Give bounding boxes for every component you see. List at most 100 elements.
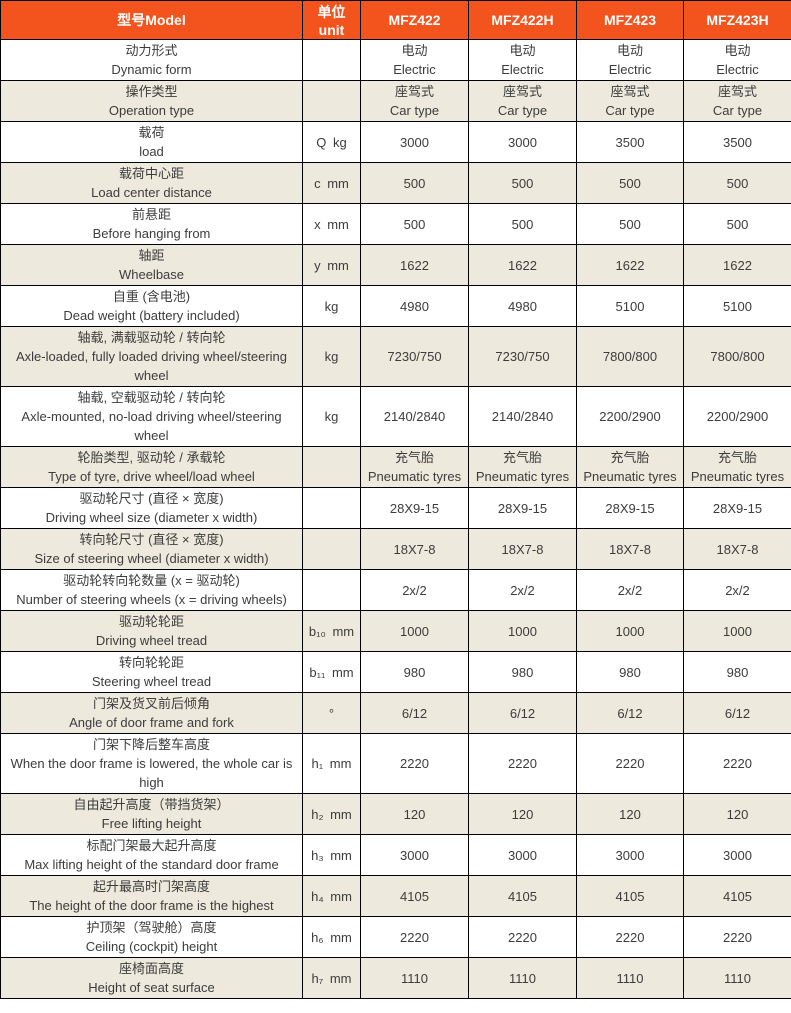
row-label-cell: 前悬距 Before hanging from [0,203,303,245]
value-cell: 座驾式 Car type [468,80,577,122]
row-label-en: Operation type [108,103,195,118]
unit-cell: Q kg [302,121,361,163]
value-cell: 2220 [360,733,469,794]
table-row: 自由起升高度（带挡货架） Free lifting height h₂ mm 120 1… [0,793,791,835]
table-row: 载荷 load Q kg 3000 3000 3500 3500 [0,121,791,163]
value-cell: 28X9-15 [683,487,791,529]
col-header-mfz422: MFZ422 [360,0,469,40]
row-label-cell: 轴距 Wheelbase [0,244,303,286]
table-row: 前悬距 Before hanging from x mm 500 500 500 500 [0,203,791,245]
value-cell: 电动 Electric [683,39,791,81]
value-cell: 3000 [576,834,684,876]
row-label-cn: 标配门架最大起升高度 [86,838,217,853]
row-label-cell: 驱动轮尺寸 (直径 × 宽度) Driving wheel size (diame… [0,487,303,529]
value-cell: 18X7-8 [576,528,684,570]
row-label-en: Axle-mounted, no-load driving wheel/stee… [21,409,282,443]
table-row: 轴载, 满载驱动轮 / 转向轮 Axle-loaded, fully loaded… [0,326,791,387]
value-cell: 3500 [683,121,791,163]
unit-cell: h₆ mm [302,916,361,958]
value-cell: 1110 [360,957,469,999]
value-cell: 120 [360,793,469,835]
row-label-cn: 载荷 [138,125,165,140]
row-label-cell: 载荷 load [0,121,303,163]
value-cell: 7800/800 [683,326,791,387]
table-row: 轴载, 空载驱动轮 / 转向轮 Axle-mounted, no-load dri… [0,386,791,447]
value-cell: 2220 [576,916,684,958]
value-cell: 500 [576,162,684,204]
value-cell: 2200/2900 [576,386,684,447]
col-header-unit: 单位unit [302,0,361,40]
value-cell: 980 [576,651,684,693]
row-label-en: Number of steering wheels (x = driving w… [16,592,287,607]
row-label-en: Driving wheel size (diameter x width) [45,510,258,525]
value-cell: 6/12 [576,692,684,734]
value-cell: 2220 [683,733,791,794]
value-cell: 4105 [683,875,791,917]
value-cell: 1622 [360,244,469,286]
value-cell: 7800/800 [576,326,684,387]
row-label-en: Steering wheel tread [91,674,212,689]
row-label-en: Free lifting height [101,816,202,831]
value-cell: 6/12 [360,692,469,734]
row-label-cn: 操作类型 [125,84,178,99]
value-cell: 6/12 [683,692,791,734]
unit-cell: c mm [302,162,361,204]
value-cell: 1000 [683,610,791,652]
value-cell: 1622 [576,244,684,286]
unit-cell: h₂ mm [302,793,361,835]
table-row: 自重 (含电池) Dead weight (battery included) kg… [0,285,791,327]
value-cell: 500 [683,162,791,204]
col-header-mfz423: MFZ423 [576,0,684,40]
value-cell: 500 [360,203,469,245]
value-cell: 980 [468,651,577,693]
value-cell: 座驾式 Car type [360,80,469,122]
row-label-cell: 转向轮尺寸 (直径 × 宽度) Size of steering wheel (d… [0,528,303,570]
value-cell: 4980 [360,285,469,327]
value-cell: 1622 [468,244,577,286]
value-cell: 7230/750 [468,326,577,387]
col-header-mfz422h: MFZ422H [468,0,577,40]
row-label-cell: 座椅面高度 Height of seat surface [0,957,303,999]
spec-table-body: 动力形式 Dynamic form 电动 Electric 电动 Electric 电动… [0,39,791,999]
value-cell: 120 [576,793,684,835]
value-cell: 28X9-15 [360,487,469,529]
row-label-cn: 门架下降后整车高度 [92,737,210,752]
value-cell: 500 [576,203,684,245]
value-cell: 28X9-15 [576,487,684,529]
value-cell: 500 [683,203,791,245]
row-label-en: Size of steering wheel (diameter x width… [34,551,269,566]
value-cell: 2x/2 [468,569,577,611]
table-row: 起升最高时门架高度 The height of the door frame is… [0,875,791,917]
value-cell: 120 [683,793,791,835]
row-label-en: Max lifting height of the standard door … [24,857,279,872]
row-label-cn: 前悬距 [131,207,171,222]
table-row: 驱动轮轮距 Driving wheel tread b₁₀ mm 1000 1000 10… [0,610,791,652]
unit-cell: h₃ mm [302,834,361,876]
row-label-cell: 轮胎类型, 驱动轮 / 承载轮 Type of tyre, drive wheel… [0,446,303,488]
row-label-cn: 轴距 [138,248,165,263]
row-label-cn: 驱动轮尺寸 (直径 × 宽度) [79,491,224,506]
value-cell: 座驾式 Car type [576,80,684,122]
row-label-cn: 驱动轮转向轮数量 (x = 驱动轮) [63,573,240,588]
row-label-en: Driving wheel tread [95,633,208,648]
table-row: 标配门架最大起升高度 Max lifting height of the stan… [0,834,791,876]
value-cell: 2220 [468,733,577,794]
row-label-cell: 驱动轮轮距 Driving wheel tread [0,610,303,652]
value-cell: 1622 [683,244,791,286]
value-cell: 5100 [683,285,791,327]
unit-cell [302,80,361,122]
unit-cell: h₄ mm [302,875,361,917]
row-label-en: Dynamic form [111,62,192,77]
table-row: 轮胎类型, 驱动轮 / 承载轮 Type of tyre, drive wheel… [0,446,791,488]
table-row: 驱动轮转向轮数量 (x = 驱动轮) Number of steering whe… [0,569,791,611]
value-cell: 2220 [360,916,469,958]
value-cell: 4105 [468,875,577,917]
unit-cell [302,446,361,488]
value-cell: 3000 [468,121,577,163]
value-cell: 3000 [360,121,469,163]
row-label-cell: 驱动轮转向轮数量 (x = 驱动轮) Number of steering whe… [0,569,303,611]
value-cell: 120 [468,793,577,835]
row-label-en: load [139,144,164,159]
value-cell: 2220 [576,733,684,794]
unit-cell: y mm [302,244,361,286]
